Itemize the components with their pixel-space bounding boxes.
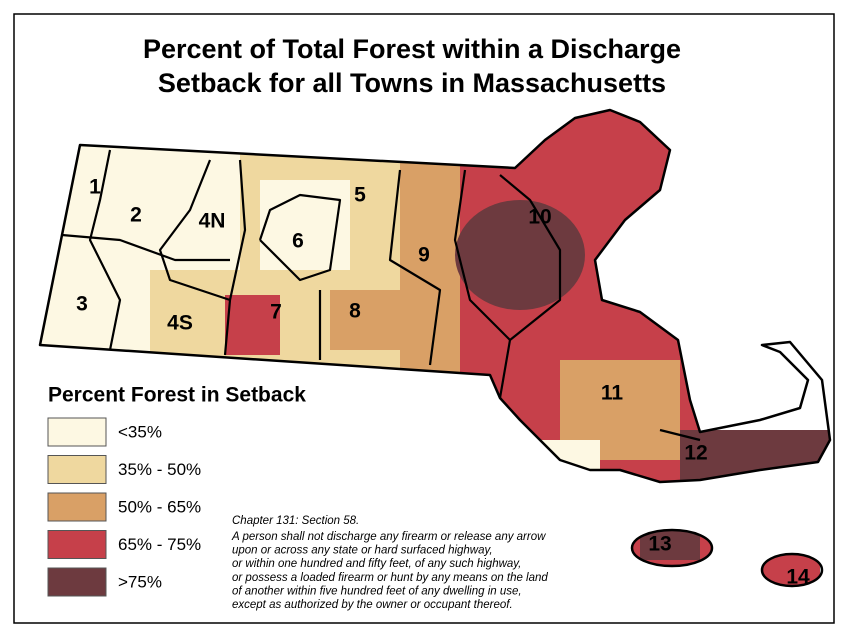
- title-line: Setback for all Towns in Massachusetts: [158, 68, 666, 98]
- legend-label: 65% - 75%: [118, 535, 201, 554]
- legend-swatch: [47, 492, 107, 522]
- region-label: 2: [130, 204, 142, 227]
- region-label: 3: [76, 293, 88, 316]
- legend-label: 35% - 50%: [118, 460, 201, 479]
- region-label: 10: [528, 206, 551, 229]
- legend-label: >75%: [118, 572, 162, 591]
- frame: [13, 13, 835, 624]
- note: A person shall not discharge any firearm…: [231, 531, 548, 611]
- region-label: 12: [684, 442, 707, 465]
- legend-title: Percent Forest in Setback: [48, 384, 306, 407]
- note-line: except as authorized by the owner or occ…: [232, 599, 513, 611]
- legend-swatch: [47, 567, 107, 597]
- region-label: 4S: [167, 312, 193, 335]
- region-label: 11: [601, 382, 624, 405]
- note-line: or possess a loaded firearm or hunt by a…: [232, 572, 548, 584]
- title-line: Percent of Total Forest within a Dischar…: [143, 34, 681, 64]
- legend-swatch: [47, 455, 107, 484]
- region-label: 7: [270, 301, 282, 324]
- region-label: 9: [418, 244, 430, 267]
- note-line: A person shall not discharge any firearm…: [231, 531, 546, 543]
- note-line: or within one hundred and fifty feet, of…: [232, 558, 521, 570]
- legend-swatch: [47, 417, 107, 447]
- legend-swatch: [47, 530, 107, 559]
- legend-label: 50% - 65%: [118, 497, 201, 516]
- region-label: 4N: [199, 210, 226, 233]
- legend-label: <35%: [118, 422, 162, 441]
- region-label: 1: [89, 176, 101, 199]
- note-line: upon or across any state or hard surface…: [232, 545, 493, 557]
- region-label: 6: [292, 230, 304, 253]
- region-label: 13: [648, 533, 671, 556]
- note-heading: Chapter 131: Section 58.: [232, 515, 359, 527]
- region-label: 8: [349, 300, 361, 323]
- region-label: 14: [786, 566, 810, 589]
- region-label: 5: [354, 184, 366, 207]
- legend: <35% 35% - 50% 50% - 65% 65% - 75% >75%: [47, 417, 201, 597]
- note-line: of another within five hundred feet of a…: [232, 585, 522, 597]
